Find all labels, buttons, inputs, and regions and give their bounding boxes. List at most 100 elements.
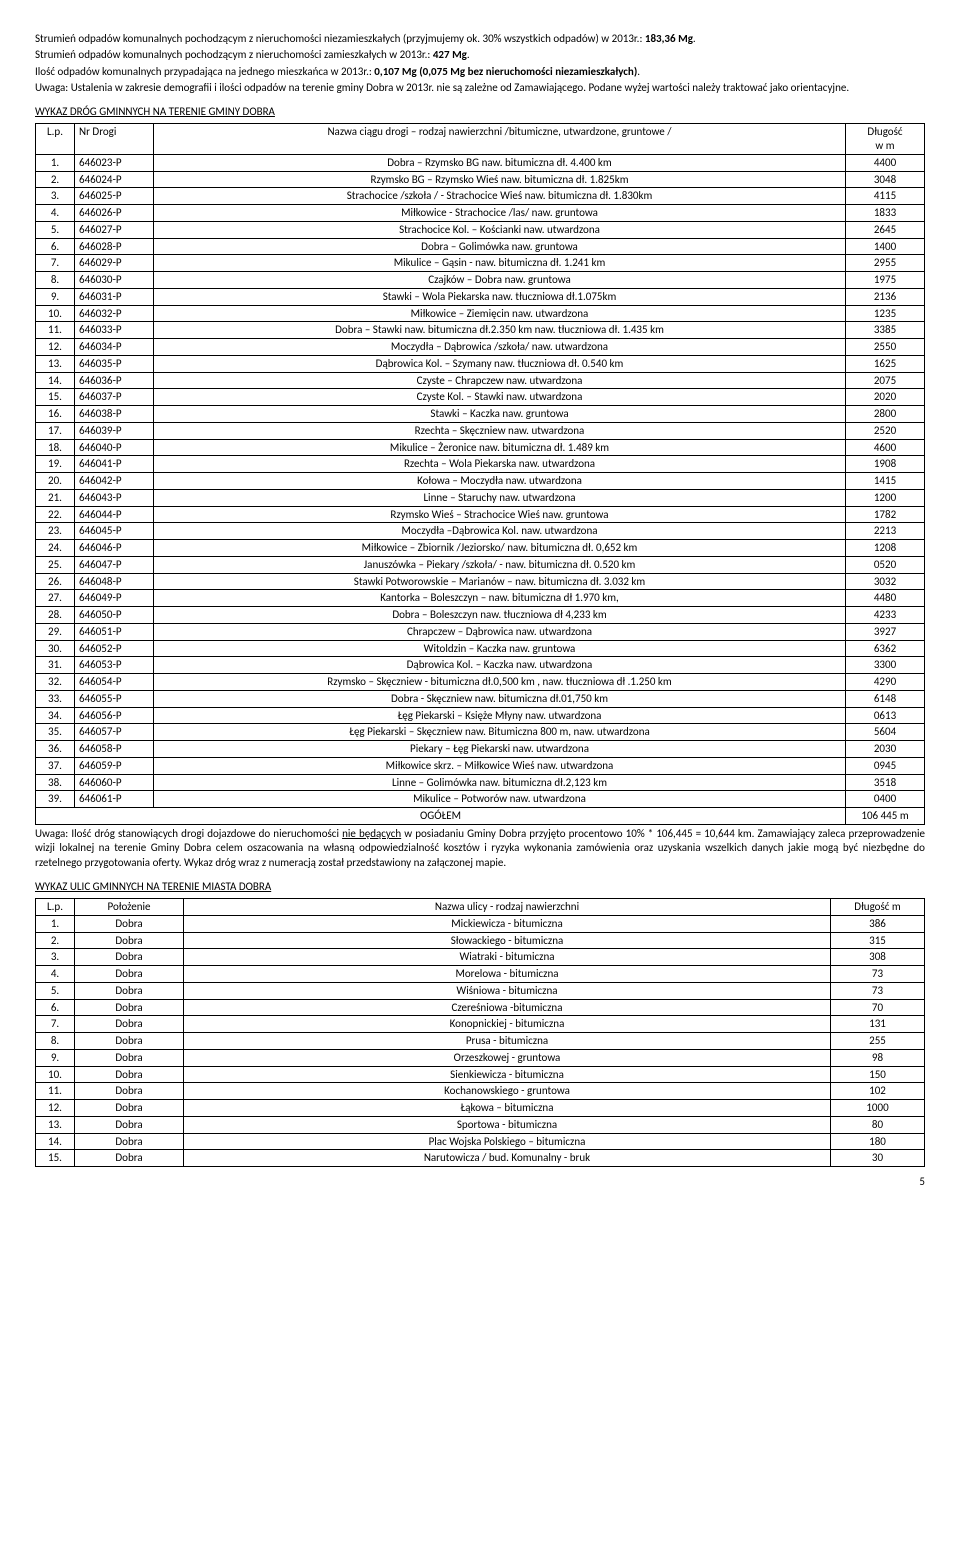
cell-len: 2075 bbox=[846, 372, 925, 389]
cell-nr: 646047-P bbox=[75, 556, 154, 573]
cell-dl: 131 bbox=[831, 1016, 925, 1033]
table-row: 3.646025-PStrachocice /szkoła / - Strach… bbox=[36, 188, 925, 205]
cell-nr: 646025-P bbox=[75, 188, 154, 205]
cell-len: 2645 bbox=[846, 221, 925, 238]
streets-table: L.p. Położenie Nazwa ulicy - rodzaj nawi… bbox=[35, 898, 925, 1167]
cell-lp: 12. bbox=[36, 1100, 75, 1117]
intro-p4: Uwaga: Ustalenia w zakresie demografii i… bbox=[35, 81, 925, 95]
total-row: OGÓŁEM 106 445 m bbox=[36, 808, 925, 825]
cell-lp: 22. bbox=[36, 506, 75, 523]
cell-nr: 646049-P bbox=[75, 590, 154, 607]
cell-nr: 646046-P bbox=[75, 540, 154, 557]
table-row: 7.DobraKonopnickiej - bitumiczna131 bbox=[36, 1016, 925, 1033]
cell-nr: 646044-P bbox=[75, 506, 154, 523]
cell-dl: 308 bbox=[831, 949, 925, 966]
cell-desc: Rzymsko Wieś – Strachocice Wieś naw. gru… bbox=[154, 506, 846, 523]
cell-lp: 7. bbox=[36, 1016, 75, 1033]
cell-len: 4233 bbox=[846, 607, 925, 624]
cell-dl: 255 bbox=[831, 1033, 925, 1050]
cell-nr: 646055-P bbox=[75, 690, 154, 707]
table-row: 11.DobraKochanowskiego - gruntowa102 bbox=[36, 1083, 925, 1100]
text: . bbox=[467, 48, 470, 61]
cell-nr: 646036-P bbox=[75, 372, 154, 389]
cell-lp: 24. bbox=[36, 540, 75, 557]
cell-desc: Czyste – Chrapczew naw. utwardzona bbox=[154, 372, 846, 389]
cell-desc: Dobra – Stawki naw. bitumiczna dł.2.350 … bbox=[154, 322, 846, 339]
table-row: 28.646050-PDobra – Boleszczyn naw. tłucz… bbox=[36, 607, 925, 624]
cell-naz: Sportowa - bitumiczna bbox=[184, 1116, 831, 1133]
cell-len: 2136 bbox=[846, 288, 925, 305]
cell-pol: Dobra bbox=[75, 949, 184, 966]
cell-lp: 27. bbox=[36, 590, 75, 607]
cell-len: 1208 bbox=[846, 540, 925, 557]
cell-len: 0945 bbox=[846, 757, 925, 774]
cell-pol: Dobra bbox=[75, 1133, 184, 1150]
cell-pol: Dobra bbox=[75, 1066, 184, 1083]
cell-nr: 646057-P bbox=[75, 724, 154, 741]
cell-desc: Rzymsko – Skęczniew - bitumiczna dł.0,50… bbox=[154, 674, 846, 691]
cell-len: 1400 bbox=[846, 238, 925, 255]
text: Uwaga: Ilość dróg stanowiących drogi doj… bbox=[35, 827, 342, 840]
table-row: 33.646055-PDobra - Skęczniew naw. bitumi… bbox=[36, 690, 925, 707]
table-row: 14.646036-PCzyste – Chrapczew naw. utwar… bbox=[36, 372, 925, 389]
cell-len: 4480 bbox=[846, 590, 925, 607]
cell-pol: Dobra bbox=[75, 932, 184, 949]
cell-pol: Dobra bbox=[75, 1150, 184, 1167]
cell-nr: 646061-P bbox=[75, 791, 154, 808]
th-len: Długość w m bbox=[846, 124, 925, 155]
intro-p3: Ilość odpadów komunalnych przypadająca n… bbox=[35, 65, 925, 79]
cell-pol: Dobra bbox=[75, 999, 184, 1016]
text: Długość bbox=[867, 125, 902, 138]
cell-len: 2520 bbox=[846, 422, 925, 439]
cell-nr: 646050-P bbox=[75, 607, 154, 624]
cell-desc: Kantorka – Boleszczyn – naw. bitumiczna … bbox=[154, 590, 846, 607]
table-row: 10.DobraSienkiewicza - bitumiczna150 bbox=[36, 1066, 925, 1083]
th-lp: L.p. bbox=[36, 124, 75, 155]
cell-lp: 35. bbox=[36, 724, 75, 741]
text-underline: nie będących bbox=[342, 827, 401, 840]
table-row: 24.646046-PMiłkowice – Zbiornik /Jeziors… bbox=[36, 540, 925, 557]
cell-len: 0520 bbox=[846, 556, 925, 573]
cell-nr: 646029-P bbox=[75, 255, 154, 272]
cell-len: 1833 bbox=[846, 205, 925, 222]
cell-naz: Morelowa - bitumiczna bbox=[184, 966, 831, 983]
total-value: 106 445 m bbox=[846, 808, 925, 825]
cell-nr: 646031-P bbox=[75, 288, 154, 305]
cell-nr: 646034-P bbox=[75, 339, 154, 356]
cell-nr: 646024-P bbox=[75, 171, 154, 188]
table-row: 4.DobraMorelowa - bitumiczna73 bbox=[36, 966, 925, 983]
cell-len: 1415 bbox=[846, 473, 925, 490]
cell-naz: Prusa - bitumiczna bbox=[184, 1033, 831, 1050]
cell-desc: Miłkowice – Ziemięcin naw. utwardzona bbox=[154, 305, 846, 322]
cell-lp: 39. bbox=[36, 791, 75, 808]
table-row: 19.646041-PRzechta – Wola Piekarska naw.… bbox=[36, 456, 925, 473]
cell-desc: Stawki Potworowskie – Marianów – naw. bi… bbox=[154, 573, 846, 590]
cell-pol: Dobra bbox=[75, 1083, 184, 1100]
cell-desc: Rzechta – Skęczniew naw. utwardzona bbox=[154, 422, 846, 439]
cell-lp: 11. bbox=[36, 1083, 75, 1100]
table-row: 31.646053-PDąbrowica Kol. – Kaczka naw. … bbox=[36, 657, 925, 674]
cell-pol: Dobra bbox=[75, 982, 184, 999]
cell-lp: 38. bbox=[36, 774, 75, 791]
cell-len: 3032 bbox=[846, 573, 925, 590]
cell-nr: 646054-P bbox=[75, 674, 154, 691]
cell-naz: Konopnickiej - bitumiczna bbox=[184, 1016, 831, 1033]
cell-len: 2030 bbox=[846, 741, 925, 758]
text-bold: 427 Mg bbox=[433, 48, 467, 61]
cell-nr: 646028-P bbox=[75, 238, 154, 255]
cell-lp: 14. bbox=[36, 1133, 75, 1150]
cell-nr: 646052-P bbox=[75, 640, 154, 657]
cell-dl: 73 bbox=[831, 966, 925, 983]
table-row: 11.646033-PDobra – Stawki naw. bitumiczn… bbox=[36, 322, 925, 339]
table-row: 38.646060-PLinne – Golimówka naw. bitumi… bbox=[36, 774, 925, 791]
text: . bbox=[637, 65, 640, 78]
cell-nr: 646026-P bbox=[75, 205, 154, 222]
table-row: 10.646032-PMiłkowice – Ziemięcin naw. ut… bbox=[36, 305, 925, 322]
cell-lp: 4. bbox=[36, 205, 75, 222]
cell-naz: Słowackiego - bitumiczna bbox=[184, 932, 831, 949]
th-lp: L.p. bbox=[36, 899, 75, 916]
table-row: 26.646048-PStawki Potworowskie – Marianó… bbox=[36, 573, 925, 590]
table-row: 12.646034-PMoczydła – Dąbrowica /szkoła/… bbox=[36, 339, 925, 356]
table-row: 39.646061-PMikulice – Potworów naw. utwa… bbox=[36, 791, 925, 808]
table-row: 8.646030-PCzajków – Dobra naw. gruntowa1… bbox=[36, 272, 925, 289]
